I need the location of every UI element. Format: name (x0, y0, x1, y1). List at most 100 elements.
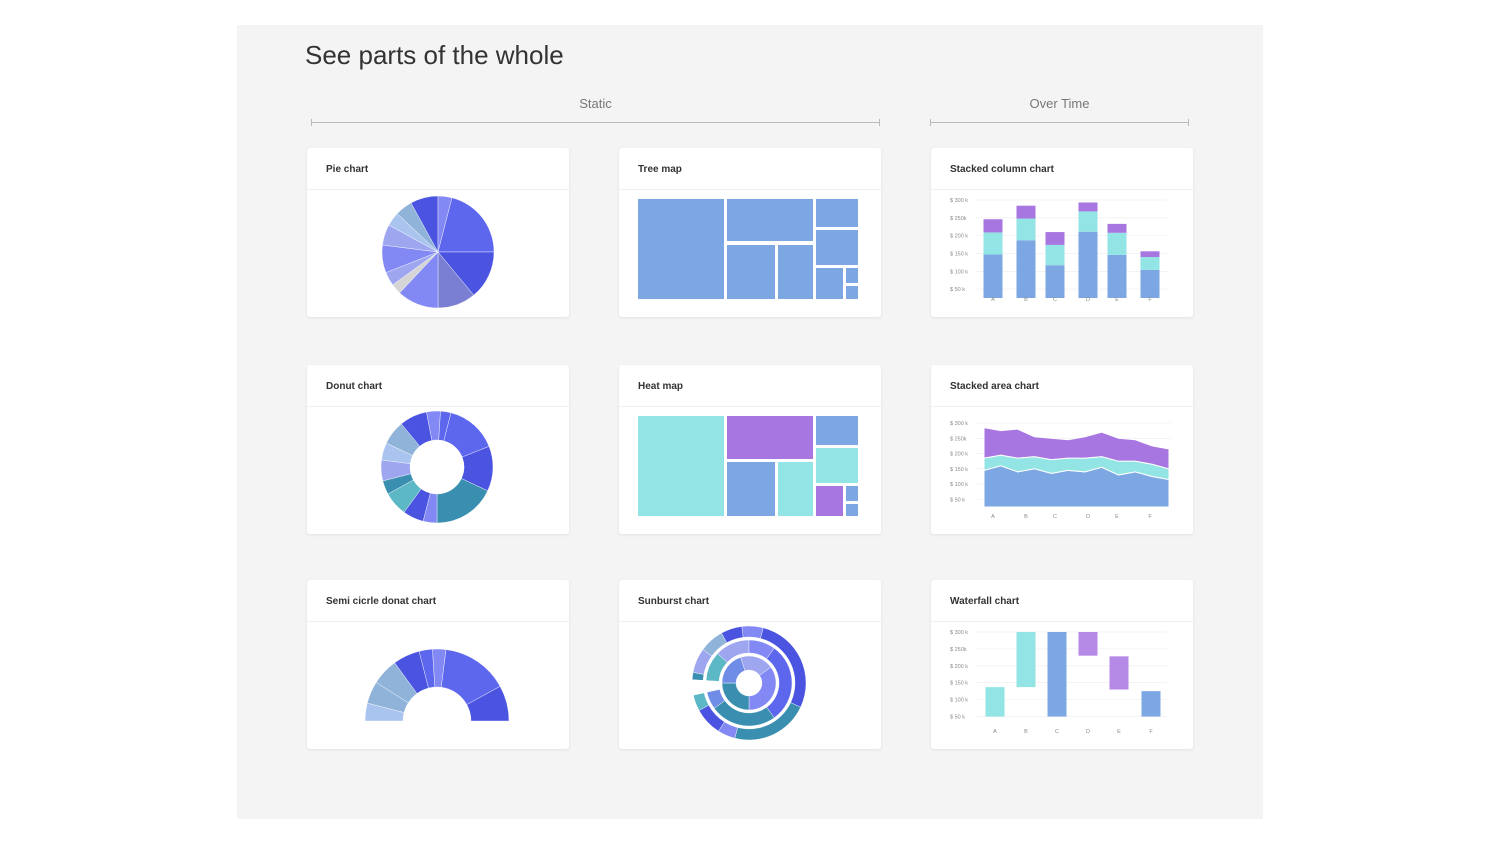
y-tick-label: $ 100 k (950, 269, 968, 275)
stacked-column-segment (1078, 231, 1098, 298)
heat-map-chart (638, 416, 858, 516)
stacked-column-segment (1045, 232, 1065, 245)
y-tick-label: $ 100 k (950, 698, 968, 704)
semi-circle-donut-chart (364, 648, 510, 722)
y-tick-label: $ 200 k (950, 234, 968, 240)
x-tick-label: D (1086, 514, 1090, 520)
tree-map-tile (638, 199, 724, 299)
tree-map-tile (816, 199, 858, 227)
y-tick-label: $ 200 k (950, 452, 968, 458)
x-tick-label: A (991, 297, 995, 303)
x-tick-label: E (1115, 297, 1119, 303)
x-tick-label: A (991, 514, 995, 520)
heat-map-tile (846, 486, 858, 501)
section-label-over-time: Over Time (1029, 96, 1090, 111)
stacked-area-chart-card[interactable]: Stacked area chart $ 50 k $ 100 k $ 150 k $… (931, 365, 1193, 534)
waterfall-chart-card[interactable]: Waterfall chart $ 50 k $ 100 k $ 150 k $ 20… (931, 580, 1193, 749)
x-tick-label: F (1149, 729, 1153, 735)
stacked-column-chart: $ 50 k $ 100 k $ 150 k $ 200 k $ 250k $ 300 k… (950, 198, 1167, 303)
y-tick-label: $ 150 k (950, 467, 968, 473)
x-tick-label: F (1148, 514, 1152, 520)
heat-map-tile (638, 416, 724, 516)
sunburst-chart-card[interactable]: Sunburst chart (619, 580, 881, 749)
donut-chart-card[interactable]: Donut chart (307, 365, 569, 534)
waterfall-chart: $ 50 k $ 100 k $ 150 k $ 200 k $ 250k $ 300 k… (950, 630, 1167, 735)
stacked-column-segment (1140, 269, 1160, 298)
waterfall-bar (1047, 632, 1067, 717)
stacked-column-segment (983, 219, 1003, 233)
stacked-column-segment (1078, 202, 1098, 212)
tree-map-chart (638, 199, 858, 299)
tree-map-tile (846, 286, 858, 299)
sunburst-chart (689, 625, 807, 741)
tree-map-tile (727, 199, 813, 241)
waterfall-bar (1141, 691, 1161, 717)
y-tick-label: $ 250k (950, 216, 967, 222)
waterfall-bar (985, 687, 1005, 717)
section-divider-over-time (930, 119, 1189, 126)
card-title: Stacked column chart (931, 148, 1193, 190)
y-tick-label: $ 50 k (950, 287, 965, 293)
page-title: See parts of the whole (305, 40, 564, 70)
tree-map-tile (846, 268, 858, 283)
stacked-column-segment (1107, 223, 1127, 233)
heat-map-tile (778, 462, 813, 516)
stacked-area-chart: $ 50 k $ 100 k $ 150 k $ 200 k $ 250k $ 300 k… (950, 421, 1171, 520)
donut-slice (438, 410, 452, 442)
stacked-column-segment (1016, 218, 1036, 241)
y-tick-label: $ 300 k (950, 421, 968, 427)
tree-map-tile (778, 245, 813, 299)
stacked-area-series (983, 426, 1170, 470)
tree-map-tile (727, 245, 775, 299)
pie-slice (437, 195, 453, 253)
y-tick-label: $ 250k (950, 436, 967, 442)
donut-chart (380, 410, 494, 524)
tree-map-card[interactable]: Tree map (619, 148, 881, 317)
stacked-column-segment (983, 232, 1003, 255)
x-tick-label: E (1115, 514, 1119, 520)
stacked-column-chart-card[interactable]: Stacked column chart $ 50 k $ 100 k $ 150 … (931, 148, 1193, 317)
sunburst-gap (689, 679, 722, 697)
y-tick-label: $ 300 k (950, 630, 968, 636)
semi-donut-slice (466, 686, 510, 722)
x-tick-label: D (1086, 729, 1090, 735)
card-title: Semi cicrle donat chart (307, 580, 569, 622)
y-tick-label: $ 150 k (950, 251, 968, 257)
stacked-column-segment (1045, 244, 1065, 266)
y-tick-label: $ 50 k (950, 497, 965, 503)
heat-map-tile (727, 462, 775, 516)
pie-slice (437, 197, 495, 253)
x-tick-label: B (1024, 297, 1028, 303)
heat-map-card[interactable]: Heat map (619, 365, 881, 534)
pie-chart-card[interactable]: Pie chart (307, 148, 569, 317)
heat-map-tile (846, 504, 858, 516)
x-tick-label: A (993, 729, 997, 735)
sunburst-center (737, 671, 761, 695)
sunburst-outer-segment (741, 625, 764, 639)
section-label-static: Static (579, 96, 612, 111)
stacked-column-segment (1140, 257, 1160, 270)
x-tick-label: C (1053, 297, 1057, 303)
y-tick-label: $ 300 k (950, 198, 968, 204)
pie-chart (381, 195, 495, 309)
tree-map-tile (816, 268, 843, 299)
stacked-column-segment (1078, 211, 1098, 232)
sunburst-middle-segment (748, 639, 775, 660)
heat-map-tile (816, 486, 843, 516)
card-title: Waterfall chart (931, 580, 1193, 622)
x-tick-label: B (1024, 729, 1028, 735)
stacked-column-segment (1045, 265, 1065, 298)
semi-circle-donut-chart-card[interactable]: Semi cicrle donat chart (307, 580, 569, 749)
stacked-column-segment (983, 254, 1003, 298)
sunburst-inner-segment (740, 655, 772, 676)
y-tick-label: $ 100 k (950, 482, 968, 488)
x-tick-label: E (1117, 729, 1121, 735)
stacked-column-segment (1016, 240, 1036, 298)
card-title: Tree map (619, 148, 881, 190)
y-tick-label: $ 200 k (950, 664, 968, 670)
card-title: Stacked area chart (931, 365, 1193, 407)
heat-map-tile (816, 448, 858, 483)
card-title: Heat map (619, 365, 881, 407)
tree-map-tile (816, 230, 858, 265)
x-tick-label: F (1148, 297, 1152, 303)
